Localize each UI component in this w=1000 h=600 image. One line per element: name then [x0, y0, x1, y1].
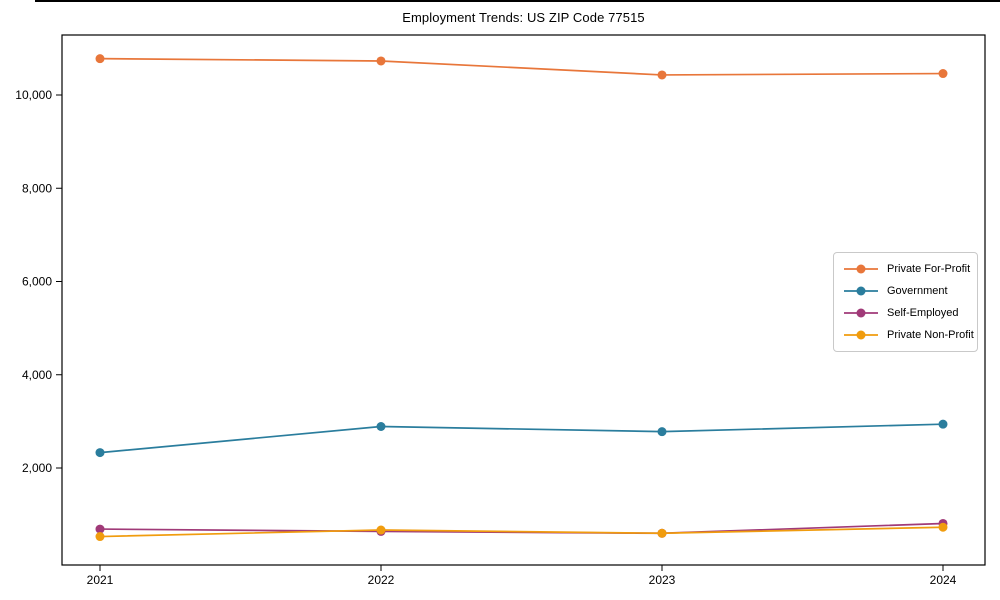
- data-point-marker: [95, 532, 105, 542]
- y-tick-label: 6,000: [22, 275, 52, 289]
- legend-swatch-icon: [844, 330, 878, 340]
- series-line: [99, 526, 944, 538]
- data-point-marker: [938, 69, 948, 79]
- legend-item: Private Non-Profit: [842, 324, 974, 346]
- data-point-marker: [657, 427, 667, 437]
- series-line: [99, 423, 944, 454]
- y-tick-label: 8,000: [22, 181, 52, 195]
- chart-title: Employment Trends: US ZIP Code 77515: [402, 10, 645, 25]
- data-point-marker: [938, 522, 948, 532]
- x-tick-label: 2023: [649, 573, 676, 587]
- legend-label: Government: [887, 285, 948, 297]
- legend-swatch-icon: [844, 286, 878, 296]
- data-point-marker: [938, 419, 948, 429]
- x-tick-label: 2022: [368, 573, 395, 587]
- legend-swatch-icon: [844, 264, 878, 274]
- data-point-marker: [657, 528, 667, 538]
- y-tick-label: 2,000: [22, 461, 52, 475]
- series-line: [99, 57, 944, 76]
- data-point-marker: [376, 56, 386, 66]
- figure-top-border: [35, 0, 1000, 2]
- legend: Private For-Profit Government Self-Employe…: [833, 252, 978, 352]
- x-tick-label: 2021: [87, 573, 114, 587]
- y-tick-label: 10,000: [15, 88, 52, 102]
- data-point-marker: [95, 524, 105, 534]
- axes-border: [61, 34, 986, 566]
- legend-label: Private For-Profit: [887, 263, 971, 275]
- data-point-marker: [376, 525, 386, 535]
- legend-item: Private For-Profit: [842, 258, 971, 280]
- data-point-marker: [95, 448, 105, 458]
- y-tick-label: 4,000: [22, 368, 52, 382]
- x-tick-label: 2024: [930, 573, 957, 587]
- data-point-marker: [376, 422, 386, 432]
- data-point-marker: [657, 70, 667, 80]
- data-point-marker: [95, 54, 105, 64]
- legend-label: Private Non-Profit: [887, 329, 974, 341]
- legend-item: Self-Employed: [842, 302, 969, 324]
- legend-swatch-icon: [844, 308, 878, 318]
- legend-label: Self-Employed: [887, 307, 959, 319]
- legend-item: Government: [842, 280, 969, 302]
